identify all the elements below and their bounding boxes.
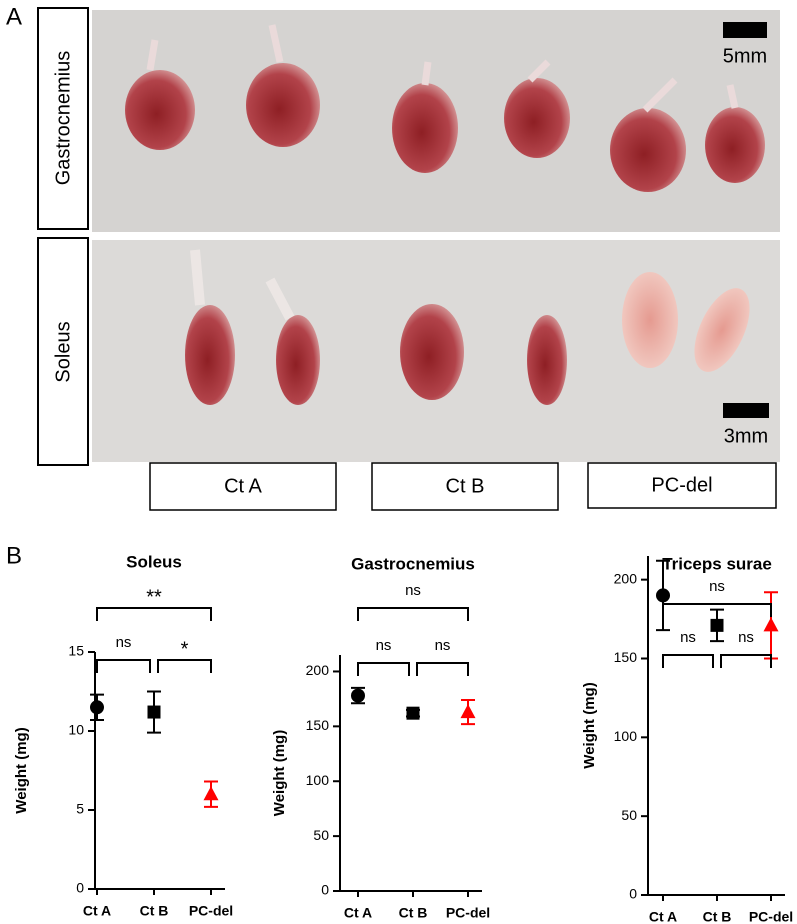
row-label: Soleus bbox=[52, 321, 74, 382]
group-box bbox=[587, 462, 777, 509]
panel-label: B bbox=[6, 542, 22, 569]
x-tick-label: Ct B bbox=[703, 909, 732, 924]
data-point bbox=[351, 688, 365, 703]
data-point bbox=[710, 618, 724, 632]
significance-label: * bbox=[181, 638, 189, 660]
significance-bracket bbox=[157, 659, 212, 673]
x-tick-label: Ct B bbox=[140, 903, 169, 919]
significance-bracket bbox=[96, 659, 151, 673]
x-tick-label: Ct A bbox=[83, 903, 111, 919]
x-tick-label: Ct B bbox=[399, 905, 428, 921]
y-tick-label: 0 bbox=[321, 882, 329, 898]
y-tick-label: 0 bbox=[629, 886, 637, 902]
x-tick-label: PC-del bbox=[749, 909, 793, 924]
y-axis-label: Weight (mg) bbox=[13, 727, 30, 813]
significance-label: ns bbox=[680, 629, 696, 646]
scale-bar-label: 5mm bbox=[723, 45, 767, 67]
group-box bbox=[149, 462, 337, 511]
significance-bracket bbox=[96, 607, 212, 621]
significance-bracket bbox=[662, 603, 772, 617]
x-tick-label: Ct A bbox=[649, 909, 677, 924]
group-label: Ct A bbox=[224, 475, 262, 497]
chart-title: Triceps surae bbox=[662, 554, 772, 573]
y-tick-label: 15 bbox=[68, 643, 84, 659]
y-tick-label: 10 bbox=[68, 722, 84, 738]
chart-title: Soleus bbox=[126, 552, 182, 571]
data-point bbox=[406, 706, 420, 720]
significance-bracket bbox=[357, 607, 469, 621]
significance-label: ns bbox=[405, 582, 421, 599]
significance-label: ns bbox=[376, 637, 392, 654]
significance-bracket bbox=[416, 662, 469, 676]
data-point bbox=[763, 617, 779, 632]
row-label: Gastrocnemius bbox=[52, 51, 74, 186]
photo-soleus bbox=[92, 240, 780, 462]
y-tick-label: 5 bbox=[76, 801, 84, 817]
x-tick-label: Ct A bbox=[344, 905, 372, 921]
data-point bbox=[656, 588, 670, 603]
data-point bbox=[90, 700, 104, 715]
group-label: Ct B bbox=[446, 475, 485, 497]
photo-gastrocnemius bbox=[92, 10, 780, 232]
significance-bracket bbox=[662, 654, 714, 668]
y-tick-label: 150 bbox=[614, 649, 638, 665]
y-tick-label: 100 bbox=[614, 728, 638, 744]
scale-bar bbox=[723, 22, 767, 38]
significance-bracket bbox=[357, 662, 410, 676]
significance-label: ** bbox=[146, 586, 162, 608]
group-box bbox=[371, 462, 559, 511]
x-tick-label: PC-del bbox=[446, 905, 490, 921]
group-label: PC-del bbox=[651, 474, 712, 496]
y-axis-label: Weight (mg) bbox=[271, 730, 288, 816]
scale-bar-label: 3mm bbox=[724, 425, 768, 447]
y-tick-label: 200 bbox=[306, 662, 330, 678]
x-tick-label: PC-del bbox=[189, 903, 233, 919]
y-tick-label: 50 bbox=[621, 807, 637, 823]
data-point bbox=[203, 786, 219, 801]
significance-label: ns bbox=[116, 634, 132, 651]
y-tick-label: 50 bbox=[313, 827, 329, 843]
y-tick-label: 150 bbox=[306, 717, 330, 733]
chart-title: Gastrocnemius bbox=[351, 554, 475, 573]
scale-bar bbox=[723, 403, 769, 418]
data-point bbox=[147, 705, 161, 719]
row-label-box bbox=[37, 7, 89, 230]
y-tick-label: 200 bbox=[614, 570, 638, 586]
significance-bracket bbox=[720, 654, 772, 668]
panel-label: A bbox=[6, 3, 22, 30]
y-axis-label: Weight (mg) bbox=[581, 682, 598, 768]
data-point bbox=[460, 704, 476, 719]
significance-label: ns bbox=[709, 578, 725, 595]
y-tick-label: 100 bbox=[306, 772, 330, 788]
y-tick-label: 0 bbox=[76, 880, 84, 896]
significance-label: ns bbox=[435, 637, 451, 654]
row-label-box bbox=[37, 237, 89, 466]
significance-label: ns bbox=[738, 629, 754, 646]
